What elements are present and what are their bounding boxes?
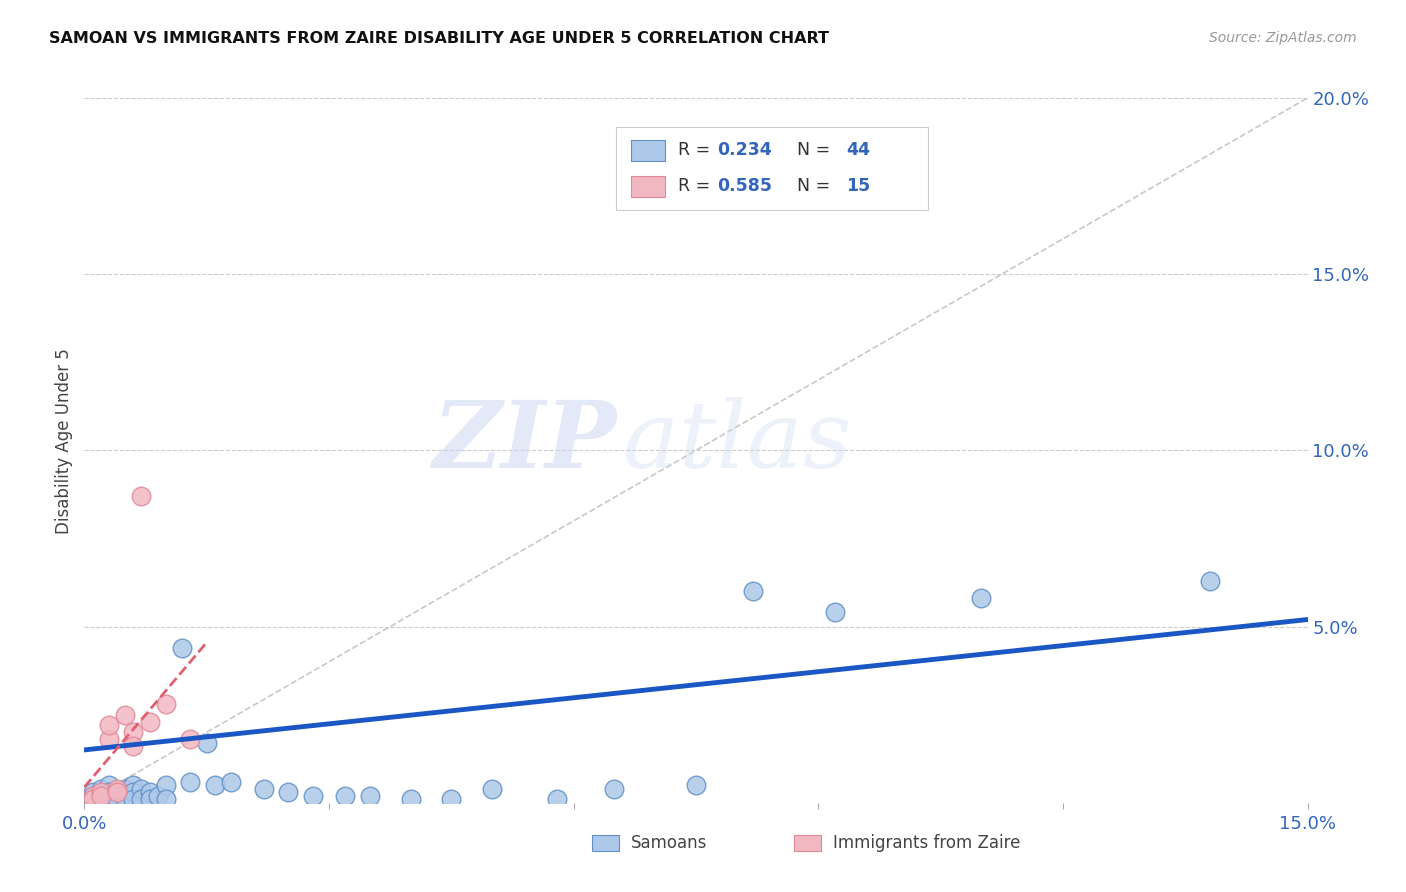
Bar xyxy=(631,139,665,161)
Point xyxy=(90,792,112,806)
Point xyxy=(114,792,136,806)
Point xyxy=(138,792,160,806)
Point xyxy=(131,489,153,503)
Text: ZIP: ZIP xyxy=(432,397,616,486)
Point xyxy=(1198,574,1220,588)
Point xyxy=(603,781,626,796)
Point xyxy=(90,785,112,799)
Text: 15: 15 xyxy=(846,178,870,195)
Point xyxy=(105,785,128,799)
Point xyxy=(179,732,201,747)
Point xyxy=(82,785,104,799)
Point xyxy=(399,792,422,806)
Point xyxy=(90,781,112,796)
Point xyxy=(204,778,226,792)
Text: 44: 44 xyxy=(846,141,870,160)
FancyBboxPatch shape xyxy=(616,128,928,211)
Bar xyxy=(592,835,619,851)
Text: atlas: atlas xyxy=(623,397,852,486)
Point xyxy=(82,792,104,806)
Text: SAMOAN VS IMMIGRANTS FROM ZAIRE DISABILITY AGE UNDER 5 CORRELATION CHART: SAMOAN VS IMMIGRANTS FROM ZAIRE DISABILI… xyxy=(49,31,830,46)
Point xyxy=(146,789,169,803)
Text: 0.234: 0.234 xyxy=(717,141,772,160)
Point xyxy=(685,778,707,792)
Point xyxy=(82,792,104,806)
Bar xyxy=(794,835,821,851)
Point xyxy=(97,785,120,799)
Point xyxy=(155,792,177,806)
Point xyxy=(97,718,120,732)
Point xyxy=(97,778,120,792)
Point xyxy=(90,789,112,803)
Point xyxy=(90,789,112,803)
Point xyxy=(82,789,104,803)
Point xyxy=(82,789,104,803)
Point xyxy=(179,774,201,789)
Text: R =: R = xyxy=(678,141,716,160)
Point xyxy=(155,778,177,792)
Point xyxy=(359,789,381,803)
Text: N =: N = xyxy=(797,178,837,195)
Point xyxy=(131,781,153,796)
Point xyxy=(122,785,145,799)
Point xyxy=(824,606,846,620)
Point xyxy=(138,785,160,799)
Text: Samoans: Samoans xyxy=(631,833,707,852)
Point xyxy=(122,778,145,792)
Point xyxy=(970,591,993,606)
Text: Immigrants from Zaire: Immigrants from Zaire xyxy=(832,833,1021,852)
Point xyxy=(155,697,177,711)
Point xyxy=(277,785,299,799)
Point xyxy=(335,789,357,803)
Text: R =: R = xyxy=(678,178,716,195)
Point xyxy=(195,736,218,750)
Point xyxy=(114,781,136,796)
Point xyxy=(481,781,503,796)
Point xyxy=(138,714,160,729)
Bar xyxy=(631,176,665,197)
Point xyxy=(122,725,145,739)
Point xyxy=(105,792,128,806)
Point xyxy=(105,785,128,799)
Point xyxy=(440,792,463,806)
Point xyxy=(122,792,145,806)
Point xyxy=(546,792,568,806)
Point xyxy=(122,739,145,754)
Point xyxy=(105,781,128,796)
Text: Source: ZipAtlas.com: Source: ZipAtlas.com xyxy=(1209,31,1357,45)
Point xyxy=(114,707,136,722)
Point xyxy=(97,792,120,806)
Point xyxy=(172,640,194,655)
Point xyxy=(114,789,136,803)
Point xyxy=(301,789,323,803)
Point xyxy=(219,774,242,789)
Point xyxy=(131,792,153,806)
Point xyxy=(97,732,120,747)
Text: 0.585: 0.585 xyxy=(717,178,772,195)
Text: N =: N = xyxy=(797,141,837,160)
Point xyxy=(253,781,276,796)
Point xyxy=(742,584,765,599)
Y-axis label: Disability Age Under 5: Disability Age Under 5 xyxy=(55,349,73,534)
